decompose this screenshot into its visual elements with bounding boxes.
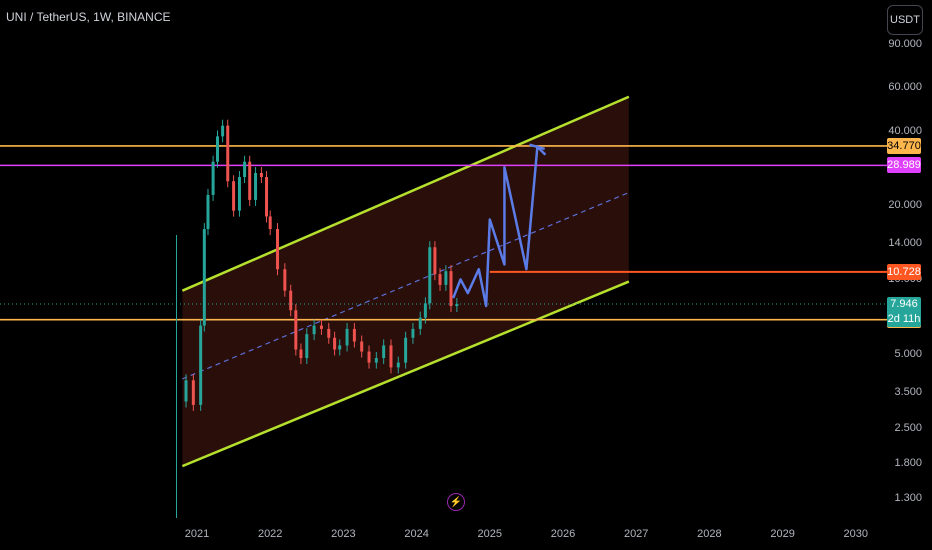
candle-body: [367, 351, 371, 363]
candle-body: [289, 290, 293, 311]
candle-body: [206, 194, 210, 230]
candle-body: [226, 125, 230, 182]
candle-body: [237, 177, 241, 211]
currency-button[interactable]: USDT: [887, 5, 923, 35]
candle-body: [312, 325, 316, 335]
price-axis-label: 14.000: [888, 237, 922, 250]
candle-body: [191, 380, 195, 405]
bar-countdown: 2d 11h: [887, 313, 921, 326]
price-axis-label: 60.000: [888, 81, 922, 94]
price-axis-label: 40.000: [888, 124, 922, 137]
candle-body: [389, 345, 393, 368]
candle-body: [248, 161, 252, 200]
time-axis-label: 2027: [623, 528, 649, 540]
candle-body: [433, 247, 437, 275]
candle-body: [254, 172, 258, 200]
price-tag: 34.770: [887, 137, 921, 154]
candle-body: [333, 337, 337, 350]
price-axis-label: 90.000: [888, 38, 922, 50]
candle-body: [276, 229, 280, 270]
time-axis-label: 2030: [843, 528, 869, 540]
projection-arrowhead: [529, 143, 547, 156]
time-axis-label: 2025: [477, 528, 503, 540]
candle-body: [215, 136, 219, 162]
price-axis-label: 2.500: [894, 421, 922, 434]
candle-body: [184, 380, 188, 402]
candle-body: [199, 325, 203, 405]
last-price-tag: 7.946 2d 11h: [887, 297, 921, 328]
candle-body: [319, 325, 323, 329]
channel-fill: [182, 96, 629, 467]
candle-body: [265, 177, 269, 217]
candle-body: [259, 172, 263, 178]
candle-body: [423, 303, 427, 318]
candle-body: [438, 274, 442, 285]
time-axis-label: 2028: [697, 528, 722, 540]
candle-body: [404, 337, 408, 363]
candle-body: [283, 269, 287, 291]
candle-body: [338, 345, 342, 350]
price-axis-label: 1.300: [894, 492, 922, 504]
candle-body: [268, 216, 272, 230]
price-axis-label: 20.000: [888, 199, 922, 212]
time-axis-label: 2024: [404, 528, 429, 540]
time-axis-label: 2026: [550, 528, 576, 540]
candle-body: [382, 345, 386, 359]
time-axis-label: 2022: [257, 528, 283, 540]
time-axis-label: 2029: [770, 528, 795, 540]
candle-body: [374, 358, 378, 363]
candle-body: [396, 362, 400, 368]
candle-body: [243, 161, 247, 178]
candle-body: [232, 181, 236, 211]
candle-body: [428, 247, 432, 304]
candle-body: [444, 271, 448, 285]
candle-body: [327, 328, 331, 338]
channel-lower-line: [181, 280, 630, 468]
time-axis-label: 2023: [331, 528, 356, 540]
candle-body: [411, 328, 415, 338]
price-tag: 10.728: [887, 263, 921, 280]
last-price-value: 7.946: [890, 298, 918, 311]
channel-upper-line: [181, 95, 630, 292]
price-tag: 28.989: [887, 157, 921, 174]
candle-body: [299, 349, 303, 359]
time-axis-label: 2021: [184, 528, 210, 540]
candle-body: [360, 341, 364, 352]
candle-body: [418, 317, 422, 329]
candle-body: [305, 334, 309, 359]
candle-body: [294, 310, 298, 350]
candle-body: [455, 303, 459, 307]
projection-path: [452, 145, 546, 308]
candle-body: [345, 328, 349, 346]
price-axis-label: 1.800: [894, 457, 922, 470]
price-axis-label: 3.500: [894, 385, 922, 398]
candle-body: [202, 229, 206, 326]
candle-body: [211, 161, 215, 195]
price-axis-label: 5.000: [894, 347, 922, 360]
symbol-title: UNI / TetherUS, 1W, BINANCE: [6, 10, 171, 24]
candle-body: [221, 125, 225, 137]
lightning-icon[interactable]: ⚡: [447, 493, 465, 511]
candle-body: [449, 271, 453, 307]
candle-body: [352, 328, 356, 342]
